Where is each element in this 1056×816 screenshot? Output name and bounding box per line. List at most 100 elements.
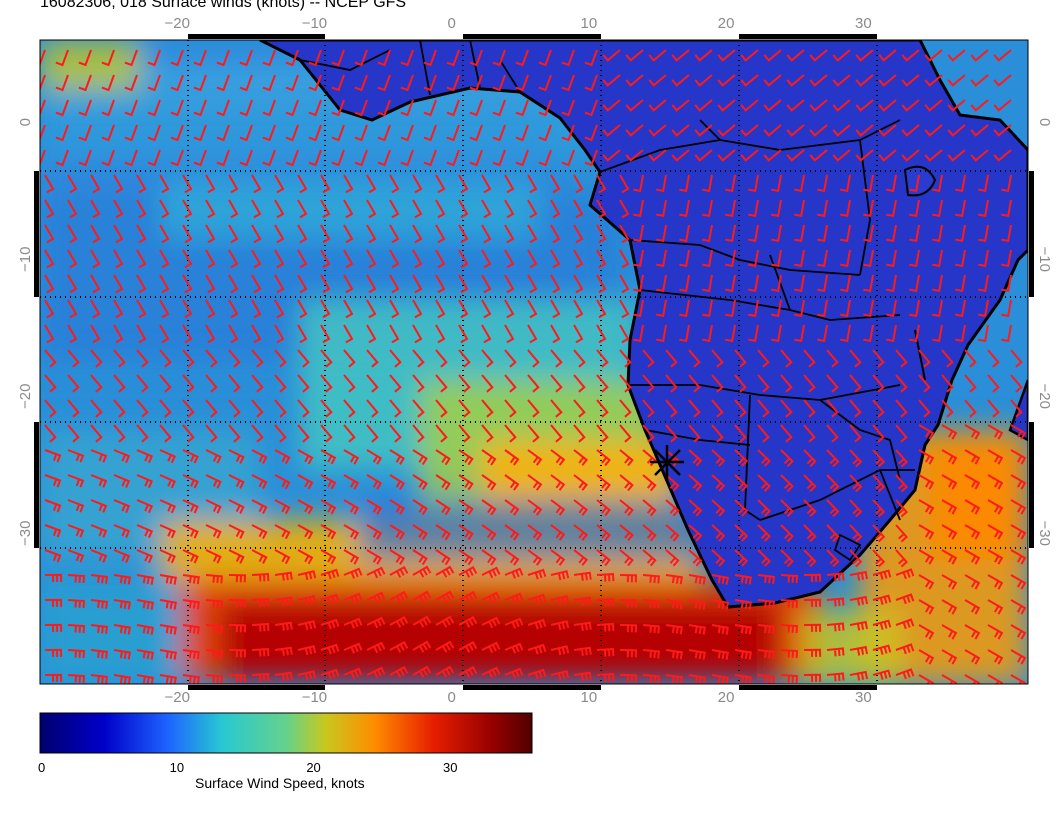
wind-barb-icon [947,49,966,62]
wind-barb-icon [878,74,897,87]
wind-barb-icon [688,649,706,660]
wind-barb-icon [412,424,425,443]
wind-barb-icon [205,424,218,443]
wind-barb-icon [251,299,262,319]
wind-barb-icon [412,474,428,491]
wind-barb-icon [216,49,230,67]
wind-barb-icon [216,124,230,142]
wind-barb-icon [993,124,1012,137]
wind-barb-icon [872,474,886,493]
lon-tick-label-bottom: 0 [447,689,455,706]
wind-barb-icon [619,524,634,542]
wind-barb-icon [1010,674,1027,684]
wind-barb-icon [817,274,828,292]
wind-barb-icon [297,645,317,656]
wind-barb-icon [262,124,276,142]
wind-barb-icon [504,549,520,566]
wind-barb-icon [941,599,958,615]
wind-barb-icon [159,374,172,393]
wind-barb-icon [239,149,253,167]
wind-barb-icon [113,474,131,488]
wind-barb-icon [412,524,428,541]
wind-barb-icon [619,674,638,683]
wind-barb-icon [124,49,138,67]
wind-barb-icon [688,349,701,368]
wind-barb-icon [90,599,109,609]
wind-barb-icon [688,549,703,567]
wind-barb-icon [550,274,561,294]
wind-barb-icon [159,299,170,319]
wind-barb-icon [895,549,909,568]
wind-barb-icon [504,399,517,418]
wind-barb-icon [809,49,828,62]
wind-barb-icon [832,74,851,87]
wind-barb-icon [711,349,724,368]
wind-barb-icon [909,299,920,317]
wind-barb-icon [527,224,538,244]
wind-barb-icon [924,149,943,162]
wind-barb-icon [297,570,317,581]
wind-barb-icon [648,74,667,87]
wind-barb-icon [262,99,276,117]
wind-barb-icon [955,274,966,292]
wind-barb-icon [573,399,586,418]
wind-barb-icon [924,49,943,62]
wind-barb-icon [872,644,892,655]
wind-barb-icon [90,299,101,319]
wind-barb-icon [55,149,69,167]
wind-barb-icon [67,674,86,684]
wind-barb-icon [863,299,874,317]
wind-barb-icon [840,199,851,217]
wind-barb-icon [909,274,920,292]
wind-barb-icon [596,324,607,344]
wind-barb-icon [872,619,892,630]
wind-barb-icon [970,124,989,137]
wind-barb-icon [987,399,1000,418]
wind-barb-icon [561,49,575,67]
wind-barb-icon [389,665,409,678]
wind-barb-icon [216,149,230,167]
wind-barb-icon [343,374,356,393]
wind-barb-icon [366,591,386,604]
wind-barb-icon [550,299,561,319]
wind-barb-icon [679,299,690,317]
wind-barb-icon [297,349,310,368]
wind-barb-icon [435,615,455,628]
wind-barb-icon [1010,524,1027,540]
wind-barb-icon [817,249,828,267]
wind-barb-icon [205,299,216,319]
wind-barb-icon [492,124,506,142]
wind-barb-icon [458,349,471,368]
wind-barb-icon [435,324,446,344]
lon-tick-label-bottom: 30 [855,689,872,706]
wind-barb-icon [44,299,55,319]
wind-barb-icon [780,499,794,517]
wind-barb-icon [515,124,529,142]
wind-barb-icon [642,399,655,418]
wind-barb-icon [596,249,607,269]
wind-barb-icon [124,124,138,142]
wind-barb-icon [320,499,337,515]
wind-barb-icon [550,374,563,393]
wind-barb-icon [320,274,331,294]
wind-barb-icon [55,124,69,142]
wind-barb-icon [786,124,805,137]
wind-barb-icon [320,174,331,194]
wind-barb-icon [918,399,931,418]
wind-barb-icon [78,74,92,92]
wind-barb-icon [113,199,124,219]
wind-barb-icon [803,673,822,682]
wind-barb-icon [90,224,101,244]
wind-barb-icon [67,349,80,368]
wind-barb-icon [625,49,644,62]
wind-barb-icon [596,499,611,517]
wind-barb-icon [895,524,909,543]
wind-barb-icon [717,149,736,162]
wind-barb-icon [228,224,239,244]
wind-barb-icon [987,374,1000,393]
wind-barb-icon [573,199,584,219]
wind-barb-icon [274,374,287,393]
wind-barb-icon [205,399,218,418]
wind-barb-icon [274,671,293,681]
